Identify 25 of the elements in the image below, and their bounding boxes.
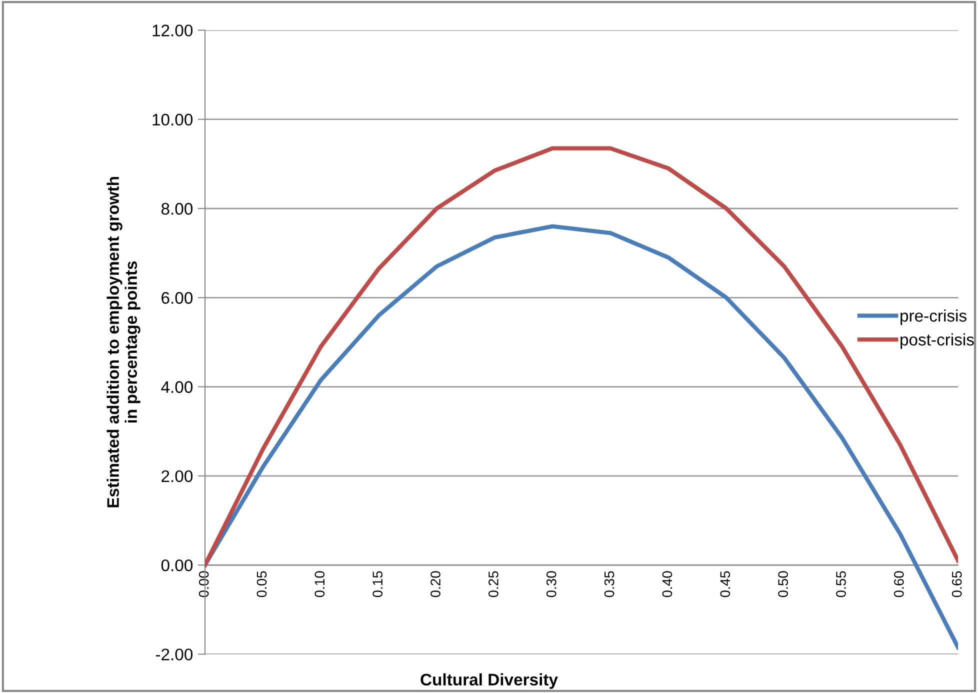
x-axis-title: Cultural Diversity <box>420 673 558 689</box>
y-tick-label: 10.00 <box>152 114 193 126</box>
x-tick-label: 0.60 <box>894 571 904 598</box>
x-tick-label: 0.40 <box>662 571 672 598</box>
x-tick-label: 0.35 <box>604 571 614 598</box>
y-tick-label: 0.00 <box>161 559 193 572</box>
x-tick-label: 0.65 <box>952 571 962 598</box>
y-tick-label: 4.00 <box>161 381 193 393</box>
x-tick-label: 0.25 <box>488 571 498 598</box>
x-tick-label: 0.05 <box>256 571 267 598</box>
y-axis-title: Estimated addition to employment growth in percentage points <box>106 177 140 508</box>
x-tick-label: 0.15 <box>372 571 382 598</box>
x-tick-label: 0.45 <box>720 571 730 598</box>
x-tick-label: 0.30 <box>546 571 556 598</box>
x-tick-label: 0.50 <box>778 571 788 598</box>
y-tick-label: 8.00 <box>161 202 193 215</box>
y-tick-label: 6.00 <box>162 292 193 304</box>
y-tick-label: 2.00 <box>162 470 193 482</box>
legend-label: pre-crisis <box>900 309 966 326</box>
y-tick-label: -2.00 <box>156 648 193 660</box>
x-tick-label: 0.55 <box>836 571 846 598</box>
legend-label: post-crisis <box>900 333 974 349</box>
y-tick-label: 12.00 <box>152 24 193 36</box>
x-tick-label: 0.10 <box>314 571 325 598</box>
x-tick-label: 0.20 <box>430 571 440 598</box>
